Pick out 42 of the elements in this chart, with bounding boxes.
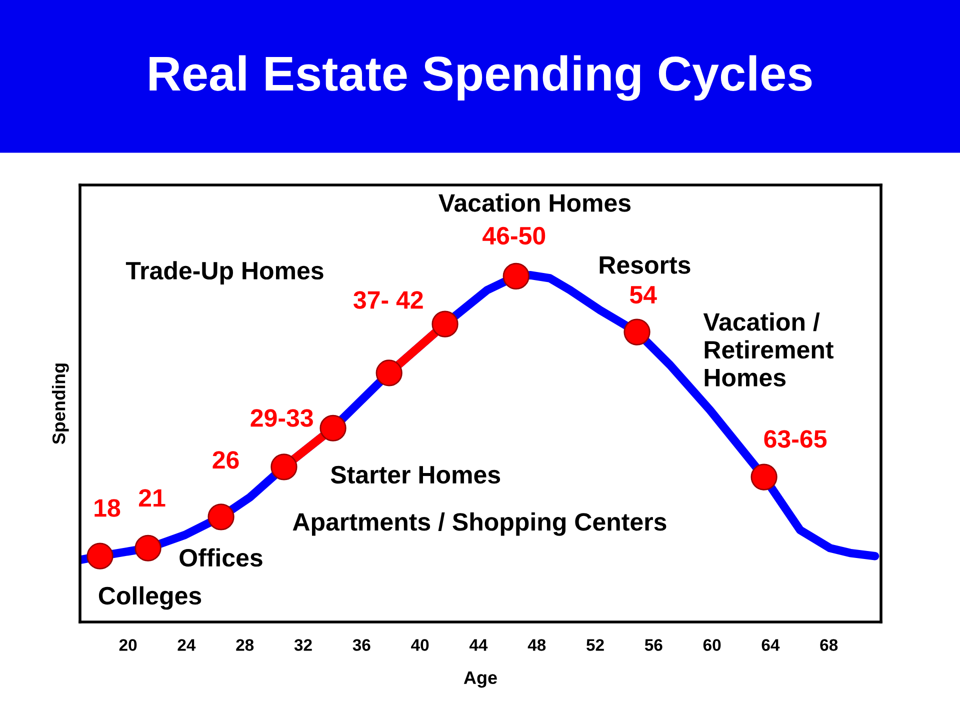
annotation: Starter Homes: [330, 466, 500, 484]
x-tick-label: 24: [178, 639, 196, 651]
point: [270, 454, 298, 480]
annotation: 18: [94, 499, 120, 517]
annotation: 54: [630, 286, 657, 304]
point: [624, 318, 650, 346]
x-axis-title: Age: [464, 671, 497, 688]
annotation: Vacation / Retirement Homes: [703, 312, 834, 386]
chart-title: Real Estate Spending Cycles: [150, 55, 812, 101]
point: [134, 534, 162, 562]
x-tick-label: 32: [294, 639, 312, 651]
point: [502, 262, 530, 290]
point: [208, 504, 234, 530]
point: [750, 464, 778, 490]
y-axis-title: Spending: [52, 364, 69, 444]
annotation: Apartments / Shopping Centers: [292, 512, 666, 536]
x-tick-label: 44: [469, 639, 488, 651]
x-tick-label: 56: [644, 639, 662, 651]
point: [86, 542, 114, 570]
annotation: 21: [138, 489, 166, 507]
point: [432, 310, 458, 338]
x-tick-label: 64: [762, 639, 780, 651]
annotation: Trade-Up Homes: [126, 261, 324, 284]
x-tick-label: 60: [703, 639, 721, 651]
text: Resorts: [600, 256, 690, 274]
text: Vacation Homes: [438, 193, 631, 212]
annotation: 26: [212, 451, 239, 469]
x-tick-label: 36: [352, 639, 370, 651]
annotation: 29-33: [250, 409, 313, 427]
x-tick-label: 52: [586, 639, 604, 651]
text: 46-50: [482, 226, 546, 245]
annotation: Offices: [180, 548, 262, 567]
annotation: 63-65: [764, 430, 827, 448]
x-tick-label: 40: [411, 639, 429, 651]
x-tick-label: 28: [236, 639, 254, 651]
x-tick-label: 68: [820, 639, 838, 651]
point: [320, 414, 346, 442]
x-tick-label: 48: [528, 639, 546, 651]
annotation: 37- 42: [354, 291, 423, 309]
annotation: Colleges: [98, 586, 202, 610]
x-tick-label: 20: [119, 639, 137, 651]
point: [376, 360, 402, 386]
